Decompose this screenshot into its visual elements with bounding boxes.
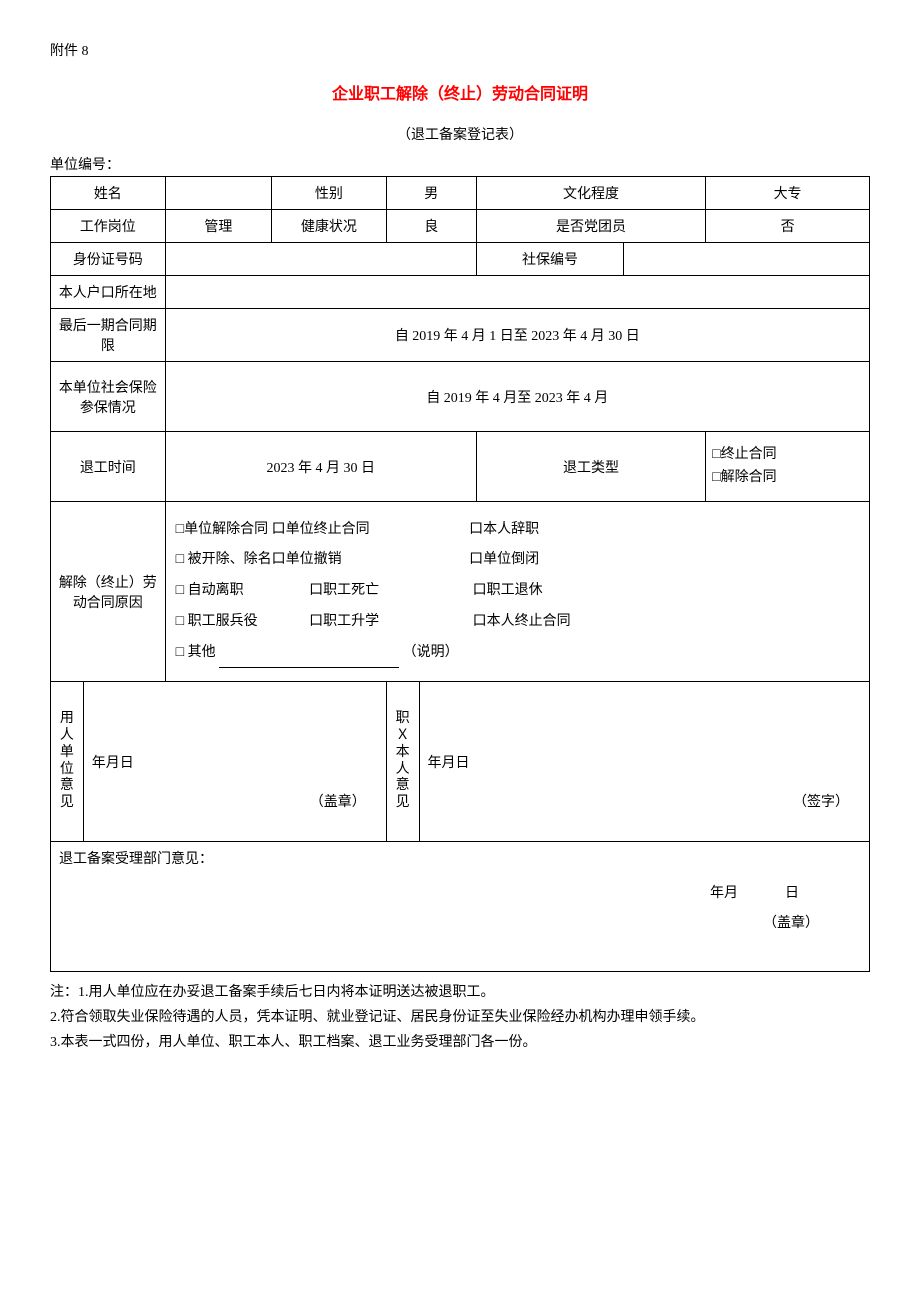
party-label: 是否党团员 <box>476 210 705 243</box>
type-options: □终止合同 □解除合同 <box>706 432 870 502</box>
insurance-label: 本单位社会保险参保情况 <box>51 362 166 432</box>
reason-opt: 口职工死亡 <box>309 576 469 607</box>
table-row: 最后一期合同期限 自 2019 年 4 月 1 日至 2023 年 4 月 30… <box>51 309 870 362</box>
ss-label: 社保编号 <box>476 243 623 276</box>
unit-number-label: 单位编号： <box>50 154 870 174</box>
dept-date-d: 日 <box>785 886 799 901</box>
reason-opt-note: （说明） <box>403 645 459 660</box>
dept-stamp: （盖章） <box>763 912 819 932</box>
id-label: 身份证号码 <box>51 243 166 276</box>
employee-stamp: （签字） <box>793 791 849 811</box>
dept-date: 年月 日 <box>710 882 799 902</box>
insurance-value: 自 2019 年 4 月至 2023 年 4 月 <box>165 362 869 432</box>
other-underline <box>219 667 399 668</box>
reason-opt: 口单位倒闭 <box>469 552 539 567</box>
type-label: 退工类型 <box>476 432 705 502</box>
table-row: 用人单位意见 年月日 （盖章） 职Ｘ本人意见 年月日 （签字） <box>51 682 870 842</box>
reason-opt: □ 被开除、除名口单位撤销 <box>176 545 466 576</box>
employee-date: 年月日 <box>428 752 470 772</box>
name-label: 姓名 <box>51 177 166 210</box>
gender-value: 男 <box>386 177 476 210</box>
attachment-label: 附件 8 <box>50 40 870 60</box>
education-label: 文化程度 <box>476 177 705 210</box>
reason-opt: 口职工升学 <box>309 607 469 638</box>
reason-opt: □ 自动离职 <box>176 576 306 607</box>
type-opt-dissolve: □解除合同 <box>712 467 865 489</box>
employer-date: 年月日 <box>92 752 134 772</box>
table-row: 本单位社会保险参保情况 自 2019 年 4 月至 2023 年 4 月 <box>51 362 870 432</box>
reason-opt-other: □ 其他 <box>176 645 216 660</box>
dept-opinion-label: 退工备案受理部门意见： <box>59 848 861 868</box>
dept-date-ym: 年月 <box>710 886 738 901</box>
reason-opt: 口本人辞职 <box>469 522 539 537</box>
employer-opinion-cell: 年月日 （盖章） <box>83 682 386 842</box>
reason-opt: 口本人终止合同 <box>473 614 571 629</box>
note-3: 3.本表一式四份，用人单位、职工本人、职工档案、退工业务受理部门各一份。 <box>50 1030 870 1055</box>
reason-label: 解除（终止）劳动合同原因 <box>51 502 166 682</box>
hukou-label: 本人户口所在地 <box>51 276 166 309</box>
health-value: 良 <box>386 210 476 243</box>
gender-label: 性别 <box>272 177 387 210</box>
id-value <box>165 243 476 276</box>
type-opt-terminate: □终止合同 <box>712 444 865 466</box>
note-1: 注：1.用人单位应在办妥退工备案手续后七日内将本证明送达被退职工。 <box>50 980 870 1005</box>
time-label: 退工时间 <box>51 432 166 502</box>
employer-opinion-label: 用人单位意见 <box>51 682 84 842</box>
party-value: 否 <box>706 210 870 243</box>
table-row: 解除（终止）劳动合同原因 □单位解除合同 口单位终止合同 口本人辞职 □ 被开除… <box>51 502 870 682</box>
employer-stamp: （盖章） <box>310 791 366 811</box>
table-row: 工作岗位 管理 健康状况 良 是否党团员 否 <box>51 210 870 243</box>
employee-opinion-cell: 年月日 （签字） <box>419 682 870 842</box>
reason-opt: □ 职工服兵役 <box>176 607 306 638</box>
document-subtitle: （退工备案登记表） <box>50 124 870 144</box>
table-row: 退工时间 2023 年 4 月 30 日 退工类型 □终止合同 □解除合同 <box>51 432 870 502</box>
reason-options: □单位解除合同 口单位终止合同 口本人辞职 □ 被开除、除名口单位撤销 口单位倒… <box>165 502 869 682</box>
table-row: 身份证号码 社保编号 <box>51 243 870 276</box>
name-value <box>165 177 271 210</box>
reason-opt: 口职工退休 <box>473 583 543 598</box>
contract-value: 自 2019 年 4 月 1 日至 2023 年 4 月 30 日 <box>165 309 869 362</box>
ss-value <box>624 243 870 276</box>
table-row: 退工备案受理部门意见： 年月 日 （盖章） <box>51 842 870 972</box>
contract-label: 最后一期合同期限 <box>51 309 166 362</box>
position-value: 管理 <box>165 210 271 243</box>
table-row: 姓名 性别 男 文化程度 大专 <box>51 177 870 210</box>
registration-table: 姓名 性别 男 文化程度 大专 工作岗位 管理 健康状况 良 是否党团员 否 身… <box>50 176 870 972</box>
dept-opinion-cell: 退工备案受理部门意见： 年月 日 （盖章） <box>51 842 870 972</box>
document-title: 企业职工解除（终止）劳动合同证明 <box>50 80 870 104</box>
health-label: 健康状况 <box>272 210 387 243</box>
education-value: 大专 <box>706 177 870 210</box>
reason-opt: □单位解除合同 口单位终止合同 <box>176 515 466 546</box>
position-label: 工作岗位 <box>51 210 166 243</box>
time-value: 2023 年 4 月 30 日 <box>165 432 476 502</box>
table-row: 本人户口所在地 <box>51 276 870 309</box>
hukou-value <box>165 276 869 309</box>
notes-section: 注：1.用人单位应在办妥退工备案手续后七日内将本证明送达被退职工。 2.符合领取… <box>50 980 870 1056</box>
note-2: 2.符合领取失业保险待遇的人员，凭本证明、就业登记证、居民身份证至失业保险经办机… <box>50 1005 870 1030</box>
employee-opinion-label: 职Ｘ本人意见 <box>386 682 419 842</box>
